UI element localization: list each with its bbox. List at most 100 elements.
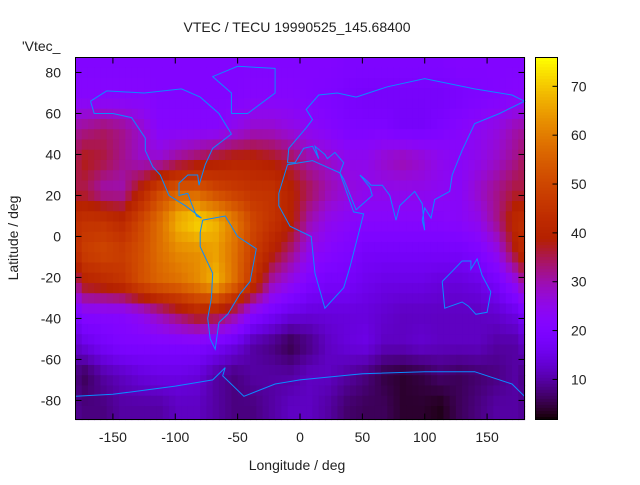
heatmap-cell	[324, 303, 332, 315]
heatmap-cell	[374, 200, 382, 212]
heatmap-cell	[493, 405, 501, 417]
heatmap-cell	[331, 364, 339, 376]
heatmap-cell	[362, 180, 370, 192]
heatmap-cell	[87, 416, 95, 421]
heatmap-cell	[374, 98, 382, 110]
heatmap-cell	[281, 57, 289, 69]
heatmap-cell	[137, 57, 145, 69]
heatmap-cell	[430, 190, 438, 202]
heatmap-cell	[505, 67, 513, 79]
heatmap-cell	[349, 159, 357, 171]
heatmap-cell	[281, 354, 289, 366]
heatmap-cell	[119, 108, 126, 120]
heatmap-cell	[268, 180, 276, 192]
heatmap-cell	[256, 200, 264, 212]
heatmap-cell	[156, 108, 164, 120]
heatmap-cell	[412, 252, 420, 264]
heatmap-cell	[81, 159, 89, 171]
heatmap-cell	[368, 170, 376, 182]
heatmap-cell	[362, 231, 370, 243]
heatmap-cell	[368, 354, 376, 366]
heatmap-cell	[237, 231, 245, 243]
heatmap-cell	[125, 190, 133, 202]
heatmap-cell	[94, 200, 102, 212]
heatmap-cell	[193, 405, 201, 417]
heatmap-cell	[300, 180, 307, 192]
heatmap-cell	[137, 231, 145, 243]
heatmap-cell	[399, 190, 407, 202]
heatmap-cell	[275, 211, 282, 223]
heatmap-cell	[162, 241, 170, 253]
heatmap-cell	[81, 272, 89, 284]
heatmap-cell	[293, 57, 301, 69]
heatmap-cell	[275, 395, 282, 407]
heatmap-cell	[162, 108, 170, 120]
heatmap-cell	[206, 139, 214, 151]
heatmap-cell	[225, 375, 233, 387]
heatmap-cell	[231, 170, 239, 182]
heatmap-cell	[430, 354, 438, 366]
heatmap-cell	[406, 323, 413, 335]
key-label: 'Vtec_	[22, 38, 61, 54]
heatmap-cell	[487, 98, 494, 110]
heatmap-cell	[200, 221, 208, 233]
heatmap-cell	[455, 190, 463, 202]
colorbar-segment	[535, 301, 558, 306]
heatmap-cell	[181, 211, 189, 223]
heatmap-cell	[150, 282, 158, 294]
heatmap-cell	[212, 170, 220, 182]
heatmap-cell	[200, 231, 208, 243]
heatmap-cell	[119, 98, 126, 110]
heatmap-cell	[387, 323, 395, 335]
heatmap-cell	[200, 159, 208, 171]
heatmap-cell	[449, 159, 457, 171]
heatmap-cell	[418, 272, 426, 284]
heatmap-cell	[150, 129, 158, 141]
heatmap-cell	[312, 262, 320, 274]
heatmap-cell	[443, 200, 451, 212]
heatmap-cell	[181, 180, 189, 192]
heatmap-cell	[81, 395, 89, 407]
heatmap-cell	[406, 241, 413, 253]
heatmap-cell	[119, 416, 126, 421]
heatmap-cell	[281, 180, 289, 192]
heatmap-cell	[312, 293, 320, 305]
heatmap-cell	[119, 272, 126, 284]
heatmap-cell	[318, 57, 326, 69]
heatmap-cell	[150, 395, 158, 407]
heatmap-cell	[162, 78, 170, 89]
heatmap-cell	[399, 139, 407, 151]
heatmap-cell	[337, 139, 345, 151]
heatmap-cell	[218, 108, 226, 120]
heatmap-cell	[331, 416, 339, 421]
heatmap-cell	[175, 98, 183, 110]
heatmap-cell	[356, 231, 363, 243]
heatmap-cell	[200, 180, 208, 192]
heatmap-cell	[237, 149, 245, 161]
heatmap-cell	[312, 395, 320, 407]
heatmap-cell	[430, 108, 438, 120]
heatmap-cell	[75, 241, 83, 253]
heatmap-cell	[468, 252, 476, 264]
heatmap-cell	[106, 200, 114, 212]
heatmap-cell	[331, 344, 339, 356]
heatmap-cell	[281, 98, 289, 110]
heatmap-cell	[430, 405, 438, 417]
heatmap-cell	[137, 118, 145, 130]
heatmap-cell	[318, 282, 326, 294]
heatmap-cell	[468, 200, 476, 212]
heatmap-cell	[262, 78, 270, 89]
heatmap-cell	[237, 78, 245, 89]
heatmap-cell	[468, 241, 476, 253]
heatmap-cell	[256, 118, 264, 130]
heatmap-cell	[150, 67, 158, 79]
heatmap-cell	[187, 375, 195, 387]
heatmap-cell	[349, 272, 357, 284]
heatmap-cell	[275, 200, 282, 212]
heatmap-cell	[412, 293, 420, 305]
heatmap-cell	[374, 272, 382, 284]
heatmap-cell	[206, 78, 214, 89]
colorbar-segment	[535, 211, 558, 215]
heatmap-cell	[349, 416, 357, 421]
heatmap-cell	[399, 221, 407, 233]
